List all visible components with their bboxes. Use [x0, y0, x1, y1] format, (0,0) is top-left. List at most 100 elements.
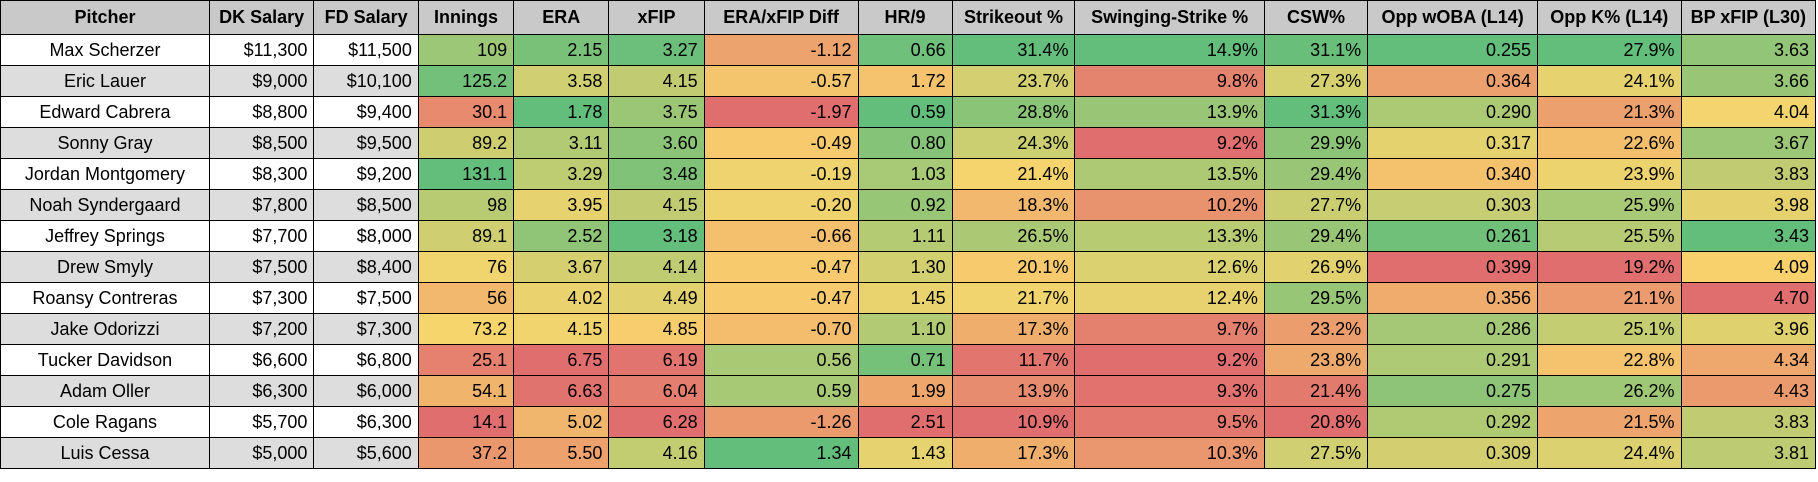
cell-opp-woba: 0.303: [1367, 189, 1539, 221]
cell-fd-salary: $8,000: [313, 220, 419, 252]
cell-opp-k-pct: 22.6%: [1537, 127, 1682, 159]
cell-hr9: 0.92: [857, 189, 953, 221]
cell-bp-xfip: 3.67: [1680, 127, 1817, 159]
cell-strikeout-pct: 24.3%: [951, 127, 1076, 159]
cell-csw-pct: 23.2%: [1263, 313, 1369, 345]
cell-era-xfip-diff: -0.70: [703, 313, 859, 345]
cell-swinging-strike-pct: 9.7%: [1074, 313, 1265, 345]
table-row: Roansy Contreras $7,300 $7,500 56 4.02 4.49 -0…: [0, 282, 1817, 314]
cell-opp-woba: 0.292: [1367, 406, 1539, 438]
cell-swinging-strike-pct: 12.6%: [1074, 251, 1265, 283]
cell-pitcher: Luis Cessa: [0, 437, 210, 469]
cell-swinging-strike-pct: 10.2%: [1074, 189, 1265, 221]
cell-pitcher: Cole Ragans: [0, 406, 210, 438]
cell-bp-xfip: 3.83: [1680, 158, 1817, 190]
cell-xfip: 3.18: [608, 220, 705, 252]
cell-opp-woba: 0.261: [1367, 220, 1539, 252]
column-header-opp-k-pct: Opp K% (L14): [1537, 0, 1682, 35]
cell-opp-woba: 0.340: [1367, 158, 1539, 190]
cell-strikeout-pct: 21.4%: [951, 158, 1076, 190]
cell-innings: 54.1: [417, 375, 515, 407]
cell-innings: 14.1: [417, 406, 515, 438]
cell-csw-pct: 27.5%: [1263, 437, 1369, 469]
cell-opp-woba: 0.364: [1367, 65, 1539, 97]
column-header-pitcher: Pitcher: [0, 0, 210, 35]
cell-opp-k-pct: 25.1%: [1537, 313, 1682, 345]
cell-era: 3.95: [513, 189, 610, 221]
cell-innings: 73.2: [417, 313, 515, 345]
cell-opp-woba: 0.286: [1367, 313, 1539, 345]
cell-xfip: 3.60: [608, 127, 705, 159]
cell-pitcher: Sonny Gray: [0, 127, 210, 159]
cell-fd-salary: $5,600: [313, 437, 419, 469]
table-row: Edward Cabrera $8,800 $9,400 30.1 1.78 3.75 -1…: [0, 96, 1817, 128]
column-header-xfip: xFIP: [608, 0, 705, 35]
column-header-csw-pct: CSW%: [1263, 0, 1369, 35]
cell-pitcher: Jake Odorizzi: [0, 313, 210, 345]
cell-swinging-strike-pct: 13.5%: [1074, 158, 1265, 190]
cell-swinging-strike-pct: 9.2%: [1074, 127, 1265, 159]
cell-bp-xfip: 3.98: [1680, 189, 1817, 221]
cell-innings: 125.2: [417, 65, 515, 97]
cell-dk-salary: $6,300: [208, 375, 315, 407]
cell-hr9: 0.80: [857, 127, 953, 159]
cell-csw-pct: 21.4%: [1263, 375, 1369, 407]
cell-pitcher: Eric Lauer: [0, 65, 210, 97]
cell-csw-pct: 29.9%: [1263, 127, 1369, 159]
cell-bp-xfip: 4.34: [1680, 344, 1817, 376]
cell-era: 5.50: [513, 437, 610, 469]
column-header-bp-xfip: BP xFIP (L30): [1680, 0, 1817, 35]
table-body: Max Scherzer $11,300 $11,500 109 2.15 3.27 -1.…: [0, 34, 1817, 469]
cell-hr9: 1.45: [857, 282, 953, 314]
column-header-dk-salary: DK Salary: [208, 0, 315, 35]
cell-opp-woba: 0.317: [1367, 127, 1539, 159]
cell-csw-pct: 31.3%: [1263, 96, 1369, 128]
cell-xfip: 4.16: [608, 437, 705, 469]
cell-csw-pct: 29.4%: [1263, 220, 1369, 252]
cell-bp-xfip: 3.81: [1680, 437, 1817, 469]
cell-hr9: 1.10: [857, 313, 953, 345]
cell-era: 4.02: [513, 282, 610, 314]
cell-era-xfip-diff: -0.20: [703, 189, 859, 221]
cell-strikeout-pct: 18.3%: [951, 189, 1076, 221]
cell-fd-salary: $9,500: [313, 127, 419, 159]
column-header-era-xfip-diff: ERA/xFIP Diff: [703, 0, 859, 35]
cell-opp-woba: 0.275: [1367, 375, 1539, 407]
cell-dk-salary: $5,700: [208, 406, 315, 438]
cell-csw-pct: 20.8%: [1263, 406, 1369, 438]
cell-strikeout-pct: 11.7%: [951, 344, 1076, 376]
cell-strikeout-pct: 17.3%: [951, 437, 1076, 469]
cell-opp-k-pct: 24.4%: [1537, 437, 1682, 469]
table-row: Jordan Montgomery $8,300 $9,200 131.1 3.29 3.…: [0, 158, 1817, 190]
cell-pitcher: Tucker Davidson: [0, 344, 210, 376]
cell-fd-salary: $9,400: [313, 96, 419, 128]
cell-fd-salary: $8,500: [313, 189, 419, 221]
cell-era-xfip-diff: 0.56: [703, 344, 859, 376]
cell-innings: 98: [417, 189, 515, 221]
cell-swinging-strike-pct: 9.2%: [1074, 344, 1265, 376]
table-row: Eric Lauer $9,000 $10,100 125.2 3.58 4.15 -0.5…: [0, 65, 1817, 97]
cell-bp-xfip: 4.09: [1680, 251, 1817, 283]
cell-xfip: 4.49: [608, 282, 705, 314]
cell-era-xfip-diff: 0.59: [703, 375, 859, 407]
cell-csw-pct: 26.9%: [1263, 251, 1369, 283]
cell-era: 5.02: [513, 406, 610, 438]
cell-era-xfip-diff: -0.47: [703, 251, 859, 283]
table-row: Jake Odorizzi $7,200 $7,300 73.2 4.15 4.85 -0.…: [0, 313, 1817, 345]
cell-csw-pct: 27.7%: [1263, 189, 1369, 221]
cell-swinging-strike-pct: 9.5%: [1074, 406, 1265, 438]
cell-innings: 109: [417, 34, 515, 66]
cell-strikeout-pct: 21.7%: [951, 282, 1076, 314]
cell-fd-salary: $9,200: [313, 158, 419, 190]
cell-hr9: 2.51: [857, 406, 953, 438]
cell-innings: 131.1: [417, 158, 515, 190]
cell-innings: 89.2: [417, 127, 515, 159]
cell-dk-salary: $7,800: [208, 189, 315, 221]
cell-csw-pct: 29.4%: [1263, 158, 1369, 190]
cell-xfip: 3.48: [608, 158, 705, 190]
cell-era: 6.75: [513, 344, 610, 376]
cell-innings: 30.1: [417, 96, 515, 128]
table-row: Noah Syndergaard $7,800 $8,500 98 3.95 4.15 -0…: [0, 189, 1817, 221]
cell-opp-woba: 0.255: [1367, 34, 1539, 66]
header-row: Pitcher DK Salary FD Salary Innings ERA …: [0, 0, 1817, 35]
